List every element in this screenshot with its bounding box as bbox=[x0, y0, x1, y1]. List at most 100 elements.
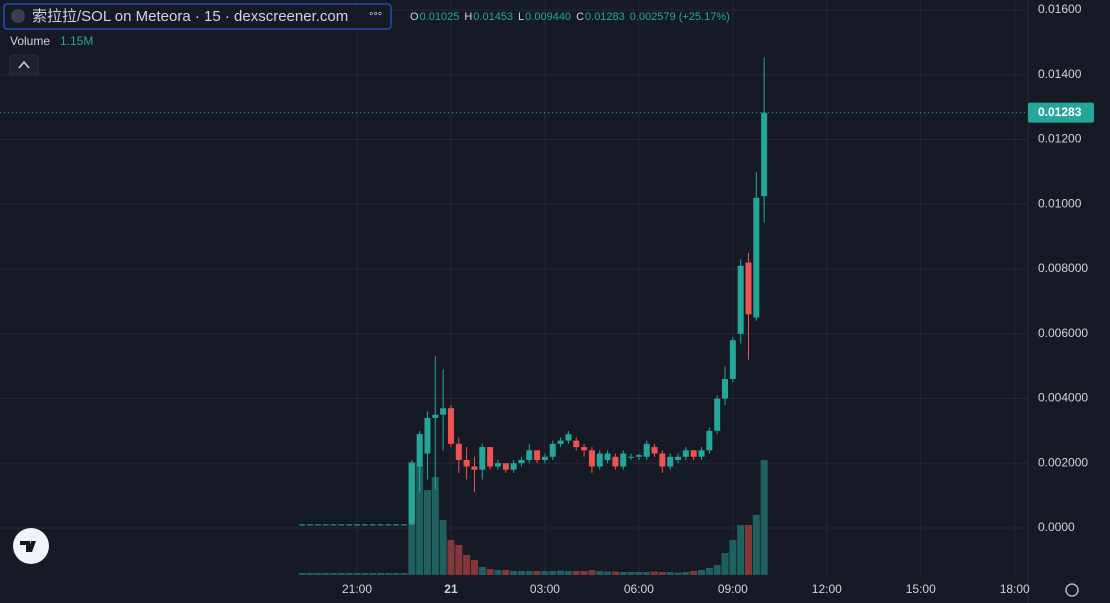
candle-body bbox=[682, 450, 689, 457]
volume-bar bbox=[361, 573, 369, 575]
volume-bar bbox=[455, 545, 463, 575]
volume-bar bbox=[392, 573, 400, 575]
candle-body bbox=[557, 440, 564, 444]
candle-body bbox=[588, 450, 595, 467]
candle-body bbox=[745, 262, 752, 315]
volume-bar bbox=[314, 573, 322, 575]
volume-bar bbox=[760, 460, 768, 575]
volume-bar bbox=[635, 572, 643, 575]
y-tick-label: 0.004000 bbox=[1038, 391, 1088, 405]
tv-logo-mark bbox=[20, 541, 36, 552]
volume-bar bbox=[627, 572, 635, 575]
legend-key: H bbox=[464, 11, 472, 23]
volume-bar bbox=[384, 573, 392, 575]
candle-body bbox=[737, 265, 744, 334]
candle-body bbox=[314, 524, 321, 526]
volume-bar bbox=[525, 571, 533, 575]
candle-body bbox=[361, 524, 368, 526]
candle-body bbox=[463, 460, 470, 467]
y-tick-label: 0.01400 bbox=[1038, 67, 1082, 81]
x-tick-label: 03:00 bbox=[530, 582, 560, 596]
candle-body bbox=[729, 340, 736, 380]
y-tick-label: 0.01600 bbox=[1038, 2, 1082, 16]
candle-layer bbox=[299, 57, 768, 526]
candle-body bbox=[408, 463, 415, 525]
candle-body bbox=[393, 524, 400, 526]
candle-body bbox=[440, 408, 447, 415]
volume-bar bbox=[588, 570, 596, 575]
volume-bar bbox=[322, 573, 330, 575]
collapse-icon bbox=[18, 60, 30, 69]
candle-body bbox=[612, 456, 619, 467]
candle-body bbox=[573, 440, 580, 448]
volume-bar bbox=[557, 570, 565, 575]
volume-bar bbox=[604, 571, 612, 575]
x-tick-label: 15:00 bbox=[906, 582, 936, 596]
candle-body bbox=[651, 447, 658, 454]
collapse-button[interactable] bbox=[9, 54, 39, 76]
axes: 0.0000 0.002000 0.004000 0.006000 0.008000 0.… bbox=[0, 2, 1094, 596]
volume-bar bbox=[533, 571, 541, 575]
y-tick-label: 0.008000 bbox=[1038, 261, 1088, 275]
chart-title: 索拉拉/SOL on Meteora · 15 · dexscreener.co… bbox=[32, 8, 348, 25]
volume-bar bbox=[478, 567, 486, 575]
price-tag-label: 0.01283 bbox=[1038, 105, 1082, 119]
volume-bar bbox=[549, 571, 557, 575]
volume-bar bbox=[298, 573, 306, 575]
candle-body bbox=[675, 456, 682, 461]
candle-body bbox=[690, 450, 697, 457]
volume-bar bbox=[376, 573, 384, 575]
x-tick-label: 21:00 bbox=[342, 582, 372, 596]
candle-body bbox=[330, 524, 337, 526]
volume-bar bbox=[330, 573, 338, 575]
candle-body bbox=[322, 524, 329, 526]
volume-bar bbox=[337, 573, 345, 575]
y-tick-label: 0.006000 bbox=[1038, 326, 1088, 340]
candle-body bbox=[714, 398, 721, 431]
volume-bar bbox=[463, 555, 471, 575]
legend-key: O bbox=[410, 11, 419, 23]
volume-bar bbox=[713, 565, 721, 575]
grid bbox=[0, 0, 1028, 575]
candle-body bbox=[400, 524, 407, 526]
volume-bar bbox=[572, 571, 580, 575]
legend-value: 0.01025 bbox=[420, 11, 460, 23]
volume-bar bbox=[431, 477, 439, 575]
volume-bar bbox=[729, 540, 737, 575]
volume-bar bbox=[486, 569, 494, 575]
candle-body bbox=[565, 434, 572, 441]
candle-body bbox=[706, 430, 713, 451]
y-tick-label: 0.01200 bbox=[1038, 132, 1082, 146]
volume-bar bbox=[517, 571, 525, 575]
candle-body bbox=[385, 524, 392, 526]
legend-value: 0.01283 bbox=[585, 11, 625, 23]
legend-value: 0.01453 bbox=[473, 11, 513, 23]
candle-body bbox=[753, 197, 760, 318]
candle-body bbox=[299, 524, 306, 526]
volume-bar bbox=[698, 570, 706, 575]
volume-bar bbox=[345, 573, 353, 575]
volume-bar bbox=[596, 571, 604, 575]
more-dots[interactable]: °°° bbox=[369, 11, 382, 23]
legend-change: 0.002579 (+25.17%) bbox=[630, 11, 730, 23]
candle-body bbox=[635, 455, 642, 457]
volume-bar bbox=[369, 573, 377, 575]
legend-key: C bbox=[576, 11, 584, 23]
volume-bar bbox=[705, 568, 713, 575]
candle-body bbox=[596, 453, 603, 467]
candle-body bbox=[534, 450, 541, 461]
title-box[interactable] bbox=[3, 3, 392, 30]
candle-body bbox=[620, 453, 627, 467]
candle-body bbox=[369, 524, 376, 526]
volume-bar bbox=[651, 571, 659, 575]
volume-bar bbox=[721, 553, 729, 575]
volume-bar bbox=[447, 540, 455, 575]
volume-bar bbox=[494, 570, 502, 575]
settings-icon[interactable] bbox=[1065, 583, 1079, 597]
price-tag bbox=[1028, 102, 1094, 123]
candle-body bbox=[432, 414, 439, 418]
volume-bar bbox=[564, 571, 572, 575]
y-tick-label: 0.01000 bbox=[1038, 196, 1082, 210]
